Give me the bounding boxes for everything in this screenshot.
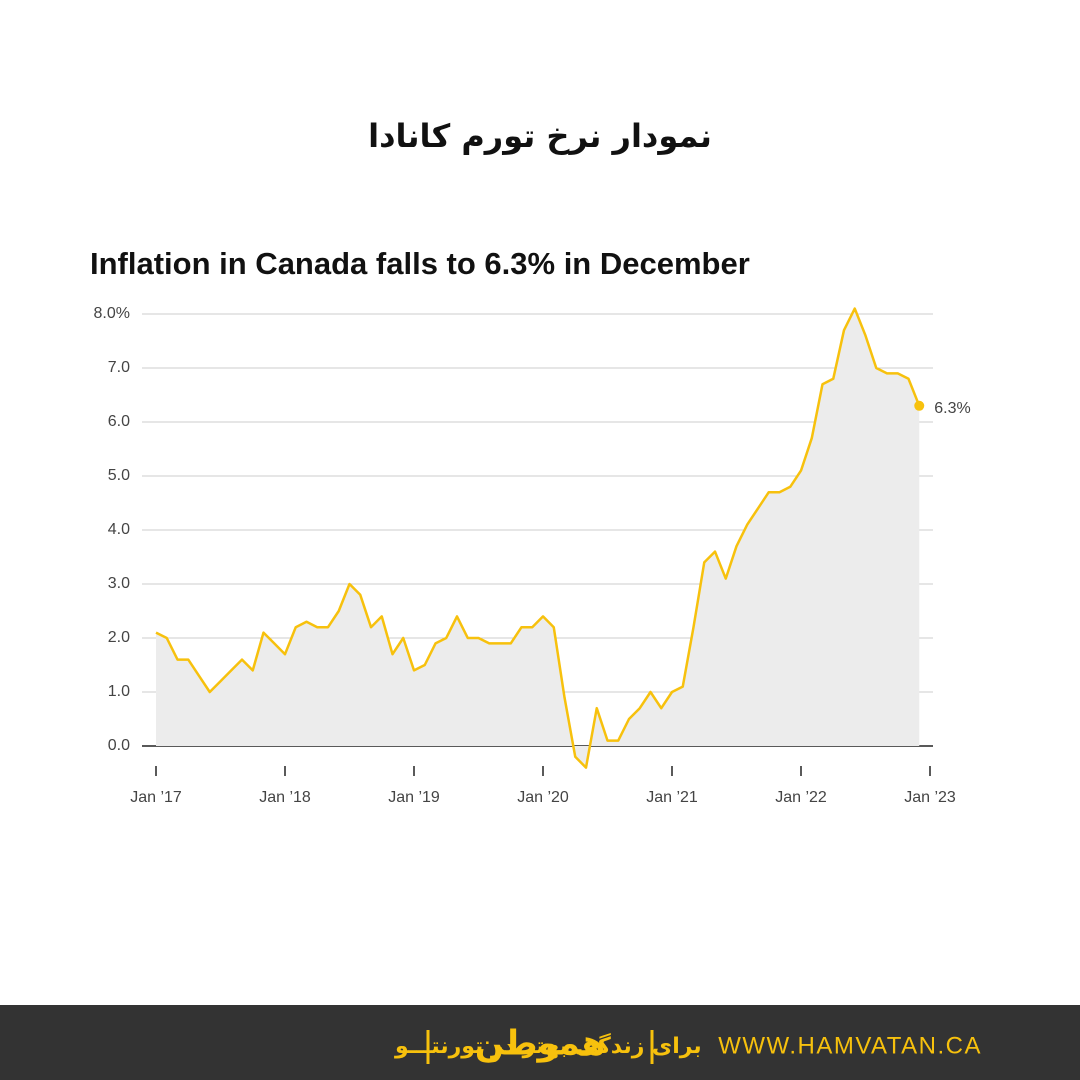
y-tick-label: 4.0 bbox=[108, 521, 130, 538]
footer-bar bbox=[0, 1005, 1080, 1080]
x-tick-label: Jan ’18 bbox=[259, 789, 311, 806]
x-tick-label: Jan ’21 bbox=[646, 789, 698, 806]
end-point bbox=[914, 400, 925, 411]
y-tick-label: 2.0 bbox=[108, 629, 130, 646]
page-title: نمودار نرخ تورم کانادا bbox=[368, 117, 712, 155]
end-label: 6.3% bbox=[934, 400, 970, 417]
x-tick-label: Jan ’22 bbox=[775, 789, 827, 806]
y-tick-label: 3.0 bbox=[108, 575, 130, 592]
y-tick-label: 5.0 bbox=[108, 467, 130, 484]
footer-logo[interactable]: هموطن bbox=[475, 1024, 605, 1064]
y-tick-label: 7.0 bbox=[108, 359, 130, 376]
y-tick-label: 6.0 bbox=[108, 413, 130, 430]
y-tick-label: 8.0% bbox=[94, 305, 130, 322]
y-tick-label: 0.0 bbox=[108, 737, 130, 754]
x-tick-label: Jan ’23 bbox=[904, 789, 956, 806]
footer-tagline: برای زندگی بهتر در تورنتـــو bbox=[394, 1032, 702, 1059]
y-tick-label: 1.0 bbox=[108, 683, 130, 700]
footer-website[interactable]: WWW.HAMVATAN.CA bbox=[718, 1032, 982, 1059]
x-tick-label: Jan ’19 bbox=[388, 789, 440, 806]
x-tick-label: Jan ’20 bbox=[517, 789, 569, 806]
x-tick-label: Jan ’17 bbox=[130, 789, 182, 806]
line bbox=[155, 307, 921, 769]
chart-title: Inflation in Canada falls to 6.3% in Dec… bbox=[90, 246, 750, 281]
area-fill bbox=[156, 308, 920, 768]
